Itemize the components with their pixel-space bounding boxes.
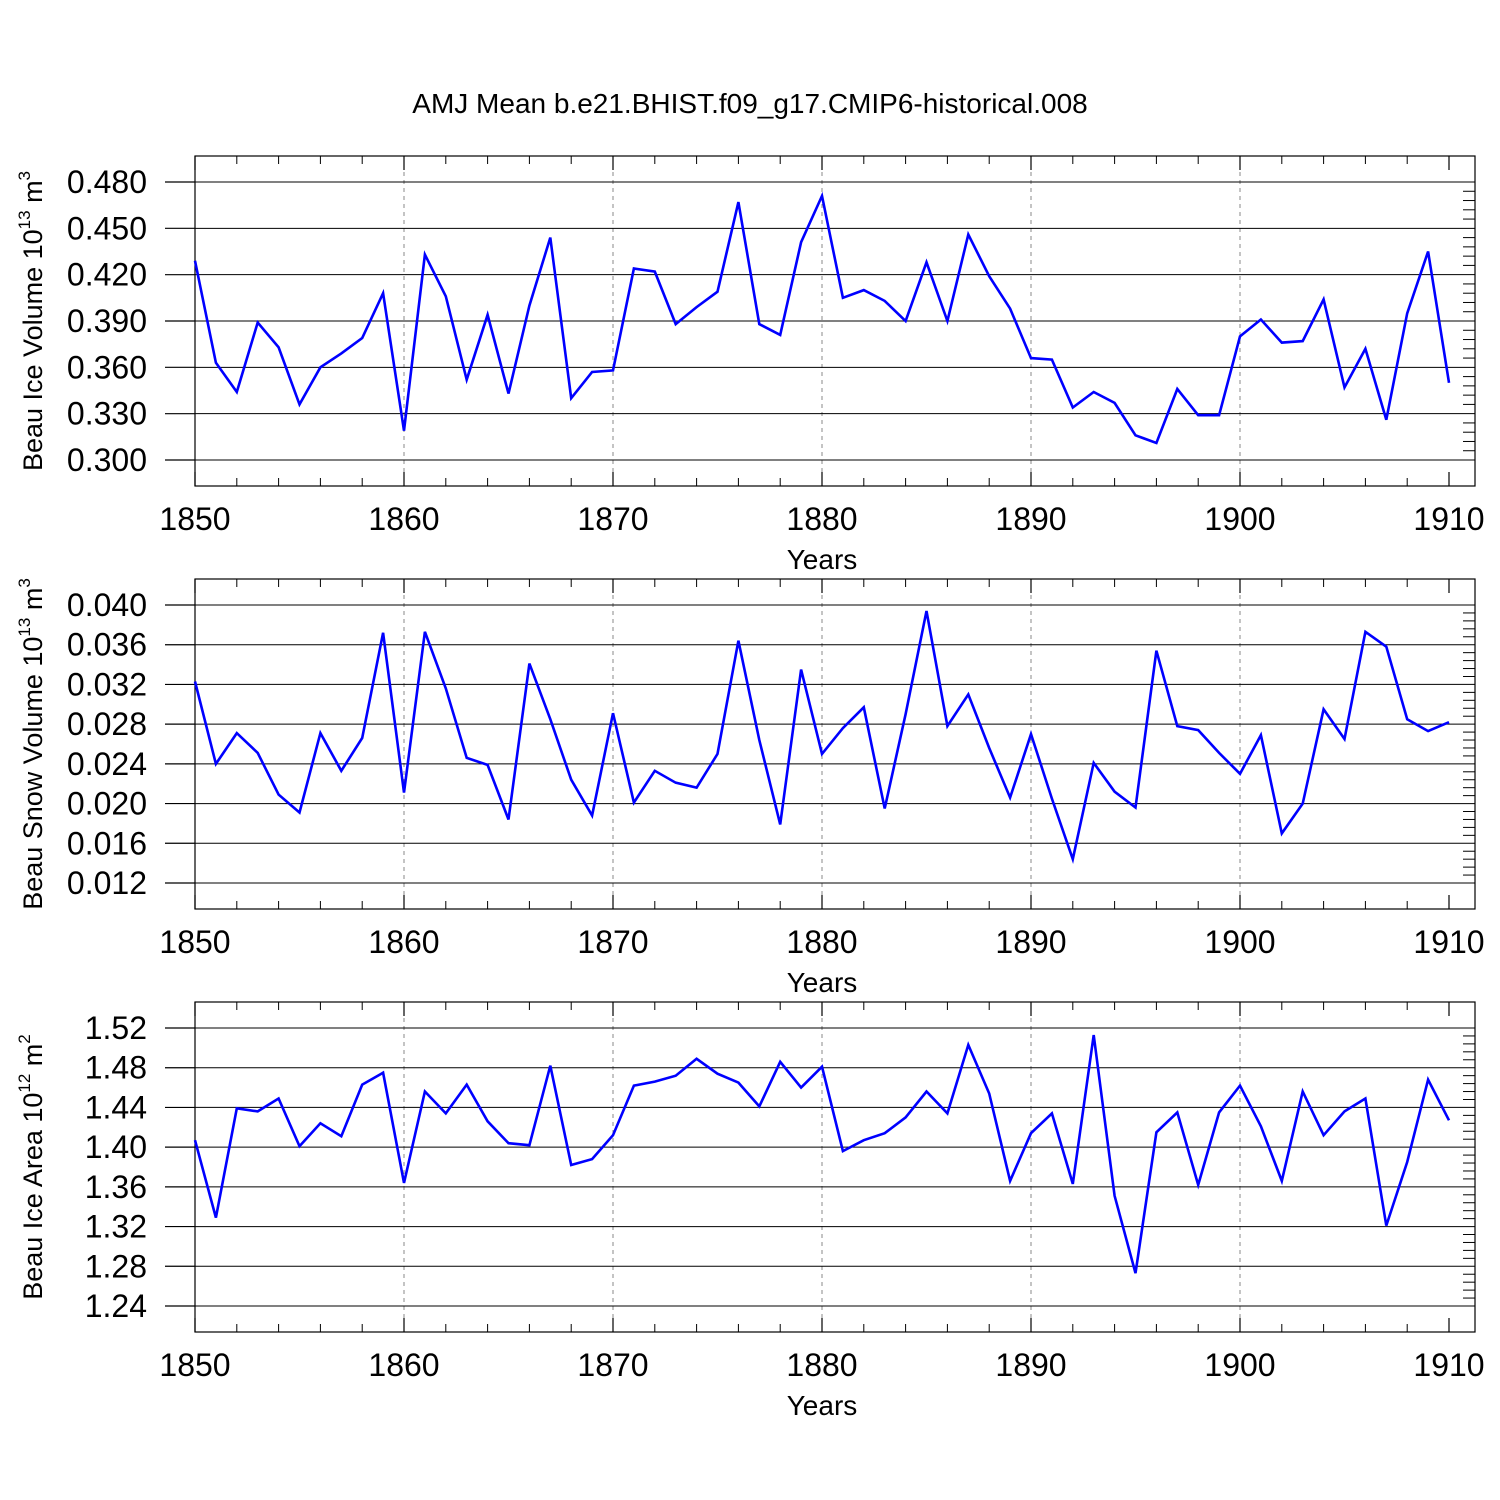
ice-volume-ytick-label: 0.360 — [67, 349, 147, 385]
ice-volume-xlabel: Years — [787, 544, 858, 575]
snow-volume-ytick-label: 0.024 — [67, 746, 147, 782]
snow-volume-xtick-label: 1900 — [1204, 924, 1275, 960]
ice-volume-ylabel: Beau Ice Volume 1013 m3 — [15, 171, 48, 471]
ice-volume-ytick-label: 0.480 — [67, 164, 147, 200]
ice-area-xtick-label: 1850 — [159, 1347, 230, 1383]
snow-volume-ytick-label: 0.036 — [67, 627, 147, 663]
snow-volume-panel: 1850 1860 1870 1880 1890 1900 19100.0120.0160.… — [15, 578, 1485, 998]
ice-area-ytick-label: 1.28 — [85, 1248, 147, 1284]
snow-volume-ytick-label: 0.020 — [67, 786, 147, 822]
ice-area-xtick-label: 1890 — [995, 1347, 1066, 1383]
ice-area-ytick-label: 1.52 — [85, 1010, 147, 1046]
snow-volume-ytick-label: 0.040 — [67, 587, 147, 623]
snow-volume-ytick-label: 0.028 — [67, 706, 147, 742]
ice-area-ytick-label: 1.48 — [85, 1050, 147, 1086]
ice-volume-series-line — [193, 191, 1451, 445]
ice-area-ytick-label: 1.32 — [85, 1209, 147, 1245]
ice-volume-ytick-label: 0.330 — [67, 396, 147, 432]
ice-area-xtick-label: 1900 — [1204, 1347, 1275, 1383]
ice-area-series-line — [193, 1034, 1451, 1274]
ice-area-xlabel: Years — [787, 1390, 858, 1421]
ice-volume-panel: 1850 1860 1870 1880 1890 1900 1910 0.300 0.330 0.… — [15, 155, 1485, 575]
ice-volume-xtick-label: 1910 — [1413, 501, 1484, 537]
snow-volume-xlabel: Years — [787, 967, 858, 998]
ice-area-xtick-label: 1910 — [1413, 1347, 1484, 1383]
snow-volume-xtick-label: 1890 — [995, 924, 1066, 960]
ice-area-ytick-label: 1.44 — [85, 1089, 147, 1125]
snow-volume-ytick-label: 0.032 — [67, 666, 147, 702]
ice-volume-xtick-label: 1880 — [786, 501, 857, 537]
snow-volume-frame — [194, 578, 1476, 910]
ice-area-xtick-label: 1870 — [577, 1347, 648, 1383]
ice-volume-xtick-label: 1860 — [368, 501, 439, 537]
snow-volume-xtick-label: 1870 — [577, 924, 648, 960]
ice-area-ytick-label: 1.36 — [85, 1169, 147, 1205]
ice-volume-ytick-label: 0.390 — [67, 303, 147, 339]
ice-area-panel: 1850 1860 1870 1880 1890 1900 1910 1.24 1.281.32… — [15, 1001, 1485, 1421]
ice-volume-ytick-label: 0.300 — [67, 442, 147, 478]
ice-area-xtick-label: 1860 — [368, 1347, 439, 1383]
ice-volume-ytick-label: 0.420 — [67, 257, 147, 293]
ice-volume-xtick-label: 1870 — [577, 501, 648, 537]
snow-volume-ytick-label: 0.012 — [67, 865, 147, 901]
snow-volume-ytick-label: 0.016 — [67, 825, 147, 861]
snow-volume-xtick-label: 1850 — [159, 924, 230, 960]
snow-volume-xtick-label: 1860 — [368, 924, 439, 960]
snow-volume-ylabel: Beau Snow Volume 1013 m3 — [15, 578, 48, 910]
ice-volume-xtick-label: 1890 — [995, 501, 1066, 537]
ice-volume-xtick-label: 1850 — [159, 501, 230, 537]
chart-title: AMJ Mean b.e21.BHIST.f09_g17.CMIP6-histo… — [412, 88, 1088, 119]
ice-volume-xtick-label: 1900 — [1204, 501, 1275, 537]
snow-volume-xtick-label: 1910 — [1413, 924, 1484, 960]
snow-volume-xtick-label: 1880 — [786, 924, 857, 960]
ice-area-frame — [194, 1001, 1476, 1333]
snow-volume-series-line — [193, 610, 1450, 865]
ice-area-ytick-label: 1.24 — [85, 1288, 147, 1324]
ice-area-ylabel: Beau Ice Area 1012 m2 — [15, 1034, 48, 1300]
ice-area-xtick-label: 1880 — [786, 1347, 857, 1383]
ice-volume-ytick-label: 0.450 — [67, 210, 147, 246]
ice-area-ytick-label: 1.40 — [85, 1129, 147, 1165]
